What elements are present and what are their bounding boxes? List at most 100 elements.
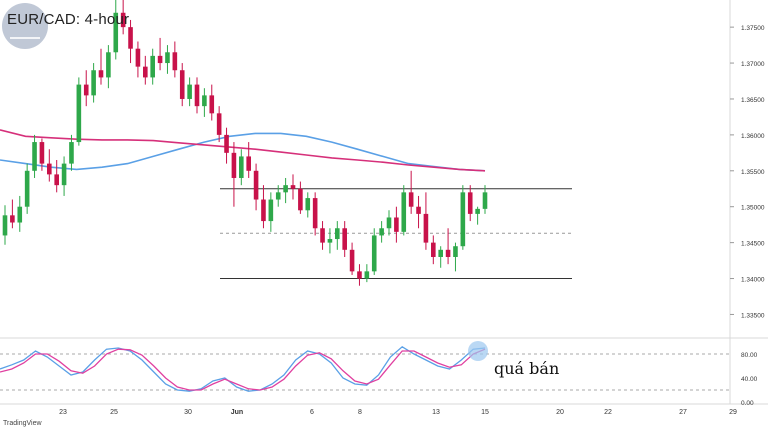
candle-body [246,156,251,171]
price-tick-label: 1.37500 [741,25,765,32]
highlight-circle [468,341,488,361]
candle-body [216,113,222,135]
candle-body [283,185,288,193]
logo-watermark [2,3,48,49]
stochastic-line [0,348,486,391]
candle-body [32,142,37,171]
tradingview-brand: TradingView [3,420,42,427]
price-tick-label: 1.36000 [741,133,765,140]
time-tick-label: 6 [310,409,314,416]
price-tick-label: 1.37000 [741,61,765,68]
time-tick-label: 8 [358,409,362,416]
time-tick-label: 29 [729,409,737,416]
candle-body [98,70,104,78]
candle-body [209,95,215,114]
candle-body [290,185,296,189]
time-tick-label: 23 [59,409,67,416]
candle-body [371,235,377,272]
candle-body [386,217,392,229]
candle-body [61,163,67,186]
candle-body [91,70,96,96]
grid [0,0,768,405]
candle-body [106,52,111,78]
candle-body [275,192,281,200]
time-tick-label: 15 [481,409,489,416]
candle-body [150,55,155,78]
candle-body [408,192,414,207]
candle-body [165,52,170,64]
candle-body [416,206,421,214]
price-tick-label: 1.36500 [741,97,765,104]
candle-body [460,192,466,247]
price-tick-label: 1.34500 [741,241,765,248]
candle-body [379,228,384,236]
candle-body [342,228,347,250]
candle-body [54,174,59,186]
candle-body [312,198,318,229]
candle-body [135,48,141,67]
candle-body [172,52,178,71]
candle-body [128,27,133,49]
moving-average-line [0,132,486,172]
candle-body [202,95,207,107]
candle-body [17,206,23,223]
candle-body [261,199,266,222]
candle-body [482,192,488,209]
candle-body [113,12,119,53]
candle-body [305,198,311,211]
time-tick-label: 30 [184,409,192,416]
price-tick-label: 1.35000 [741,205,765,212]
candle-body [2,215,8,236]
stoch-tick-label: 0.00 [741,400,754,407]
time-tick-label: 22 [604,409,612,416]
candle-body [224,134,229,153]
candle-body [231,152,237,178]
oversold-annotation: quá bán [494,359,560,378]
candle-body [431,242,436,257]
price-axis: 1.37500 1.37000 1.36500 1.36000 1.35500 1.350… [730,25,765,407]
candle-body [239,156,244,178]
candle-body [157,55,163,64]
candle-body [453,246,458,257]
candle-body [298,188,303,211]
stoch-tick-label: 80.00 [741,352,758,359]
stochastic-line [0,345,486,392]
candle-body [445,249,451,257]
candle-body [179,70,185,99]
candle-body [83,84,89,96]
time-axis: 23 25 30 Jun 6 8 13 15 20 22 27 29 [59,409,737,416]
chart-title: EUR/CAD: 4-hour [7,11,130,28]
candle-body [320,228,325,243]
candle-body [349,249,355,272]
stoch-tick-label: 40.00 [741,376,758,383]
candle-body [268,199,274,222]
candle-body [69,142,74,164]
candle-body [10,215,15,223]
time-tick-label: 20 [556,409,564,416]
candle-body [423,213,429,243]
candle-body [187,84,192,99]
stochastic-panel [0,341,730,392]
candle-body [467,192,473,214]
time-tick-label: 13 [432,409,440,416]
candle-body [364,271,370,279]
candle-body [194,84,200,107]
candle-body [394,217,399,232]
candle-body [24,170,30,207]
candle-body [143,66,148,78]
price-tick-label: 1.34000 [741,277,765,284]
candle-body [253,170,259,200]
candle-body [76,84,82,143]
time-tick-label: 25 [110,409,118,416]
candle-body [120,12,126,28]
candle-body [438,249,443,257]
price-tick-label: 1.33500 [741,312,765,319]
time-tick-label: Jun [231,409,243,416]
candle-body [475,208,480,214]
candle-body [401,192,407,232]
candles [2,0,488,286]
candle-body [39,142,45,164]
candle-body [335,228,340,240]
candle-body [47,163,52,175]
